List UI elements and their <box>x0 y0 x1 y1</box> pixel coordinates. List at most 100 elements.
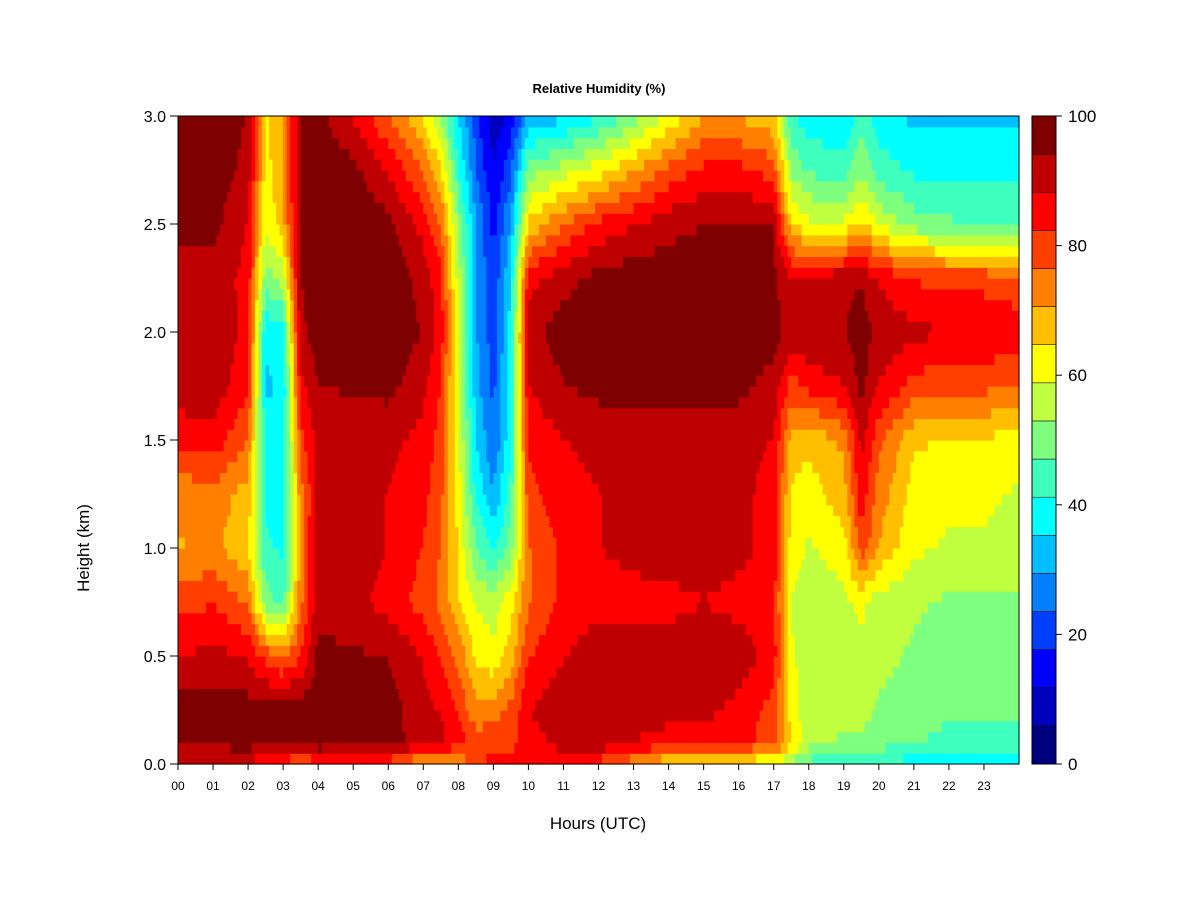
heatmap-cell <box>342 450 347 463</box>
heatmap-cell <box>195 116 200 128</box>
heatmap-cell <box>332 418 337 430</box>
heatmap-cell <box>202 699 207 711</box>
heatmap-cell <box>311 332 316 344</box>
heatmap-cell <box>244 602 249 614</box>
heatmap-cell <box>223 515 228 527</box>
heatmap-cell <box>220 526 225 538</box>
heatmap-cell <box>234 710 239 722</box>
heatmap-cell <box>188 332 193 344</box>
heatmap-cell <box>300 429 305 441</box>
heatmap-cell <box>220 137 225 149</box>
heatmap-cell <box>237 742 242 754</box>
heatmap-cell <box>216 126 221 139</box>
heatmap-cell <box>433 191 438 203</box>
heatmap-cell <box>202 267 207 279</box>
heatmap-cell <box>370 623 375 635</box>
heatmap-cell <box>458 126 463 139</box>
heatmap-cell <box>241 342 246 355</box>
heatmap-cell <box>185 731 190 743</box>
heatmap-cell <box>374 202 379 214</box>
heatmap-cell <box>223 504 228 517</box>
heatmap-cell <box>356 299 361 311</box>
heatmap-cell <box>398 699 403 711</box>
heatmap-cell <box>419 364 424 376</box>
heatmap-cell <box>444 656 449 668</box>
heatmap-cell <box>304 537 309 549</box>
heatmap-cell <box>325 731 330 743</box>
heatmap-cell <box>244 591 249 603</box>
heatmap-cell <box>363 278 368 290</box>
heatmap-cell <box>465 580 470 592</box>
heatmap-cell <box>349 364 354 376</box>
heatmap-cell <box>178 213 183 225</box>
heatmap-cell <box>332 256 337 268</box>
heatmap-cell <box>248 580 253 592</box>
heatmap-cell <box>381 148 386 160</box>
heatmap-cell <box>248 267 253 279</box>
heatmap-cell <box>244 558 249 571</box>
heatmap-cell <box>346 353 351 365</box>
heatmap-cell <box>244 299 249 311</box>
heatmap-cell <box>440 526 445 538</box>
heatmap-cell <box>405 537 410 549</box>
heatmap-cell <box>195 224 200 236</box>
heatmap-cell <box>367 623 372 635</box>
heatmap-cell <box>465 494 470 506</box>
heatmap-cell <box>234 332 239 344</box>
heatmap-cell <box>342 202 347 214</box>
heatmap-cell <box>262 494 267 506</box>
heatmap-cell <box>440 180 445 193</box>
heatmap-cell <box>426 278 431 290</box>
heatmap-cell <box>290 278 295 290</box>
heatmap-cell <box>416 742 421 754</box>
heatmap-cell <box>185 191 190 203</box>
heatmap-cell <box>234 623 239 635</box>
heatmap-cell <box>244 677 249 689</box>
heatmap-cell <box>423 753 428 765</box>
heatmap-cell <box>223 310 228 322</box>
heatmap-cell <box>265 666 270 679</box>
heatmap-cell <box>339 494 344 506</box>
heatmap-cell <box>395 537 400 549</box>
heatmap-cell <box>265 656 270 668</box>
heatmap-cell <box>325 202 330 214</box>
heatmap-cell <box>202 504 207 517</box>
heatmap-cell <box>262 375 267 387</box>
heatmap-cell <box>356 126 361 139</box>
heatmap-cell <box>444 720 449 733</box>
heatmap-cell <box>244 645 249 657</box>
heatmap-cell <box>325 526 330 538</box>
heatmap-cell <box>304 720 309 733</box>
heatmap-cell <box>325 116 330 128</box>
heatmap-cell <box>181 537 186 549</box>
heatmap-cell <box>332 375 337 387</box>
heatmap-cell <box>388 234 393 247</box>
heatmap-cell <box>381 720 386 733</box>
heatmap-cell <box>388 299 393 311</box>
heatmap-cell <box>353 440 358 452</box>
heatmap-cell <box>395 440 400 452</box>
heatmap-cell <box>451 710 456 722</box>
heatmap-cell <box>248 137 253 149</box>
heatmap-cell <box>391 332 396 344</box>
heatmap-cell <box>363 494 368 506</box>
heatmap-cell <box>178 137 183 149</box>
heatmap-cell <box>290 731 295 743</box>
heatmap-cell <box>244 310 249 322</box>
heatmap-cell <box>258 310 263 322</box>
heatmap-cell <box>325 580 330 592</box>
heatmap-cell <box>195 612 200 625</box>
heatmap-cell <box>363 483 368 495</box>
heatmap-cell <box>447 332 452 344</box>
heatmap-cell <box>346 472 351 484</box>
heatmap-cell <box>454 558 459 571</box>
heatmap-cell <box>356 137 361 149</box>
heatmap-cell <box>419 450 424 463</box>
heatmap-cell <box>384 472 389 484</box>
heatmap-cell <box>409 742 414 754</box>
heatmap-cell <box>227 569 232 581</box>
heatmap-cell <box>269 591 274 603</box>
heatmap-cell <box>454 234 459 247</box>
heatmap-cell <box>234 450 239 463</box>
heatmap-cell <box>395 159 400 171</box>
